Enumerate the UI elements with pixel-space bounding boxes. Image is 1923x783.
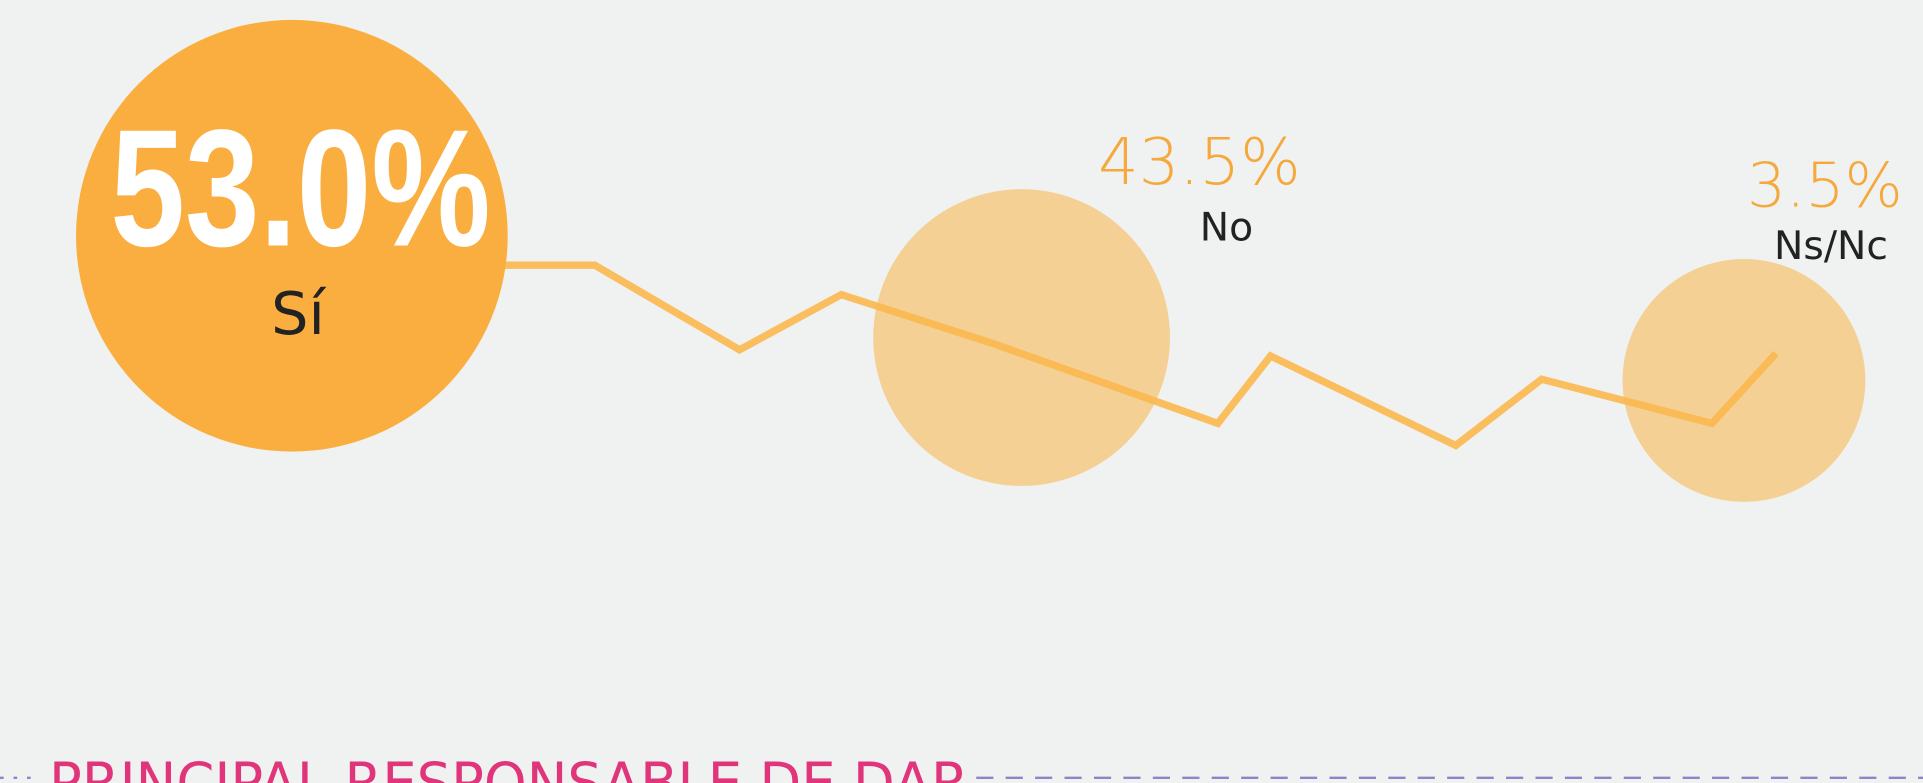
label-si: Sí <box>271 279 326 348</box>
label-no: No <box>1200 206 1253 251</box>
value-nsnc: 3.5% <box>1747 150 1903 221</box>
value-si: 53.0% <box>110 96 490 282</box>
zigzag-line <box>502 261 1779 450</box>
bubble-nsnc <box>1622 259 1866 502</box>
section-title: PRINCIPAL RESPONSABLE DE DAR <box>49 751 969 783</box>
label-nsnc: Ns/Nc <box>1774 224 1888 269</box>
bubble-no <box>873 189 1170 486</box>
value-no: 43.5% <box>1098 126 1301 200</box>
bubble-si <box>76 19 508 452</box>
